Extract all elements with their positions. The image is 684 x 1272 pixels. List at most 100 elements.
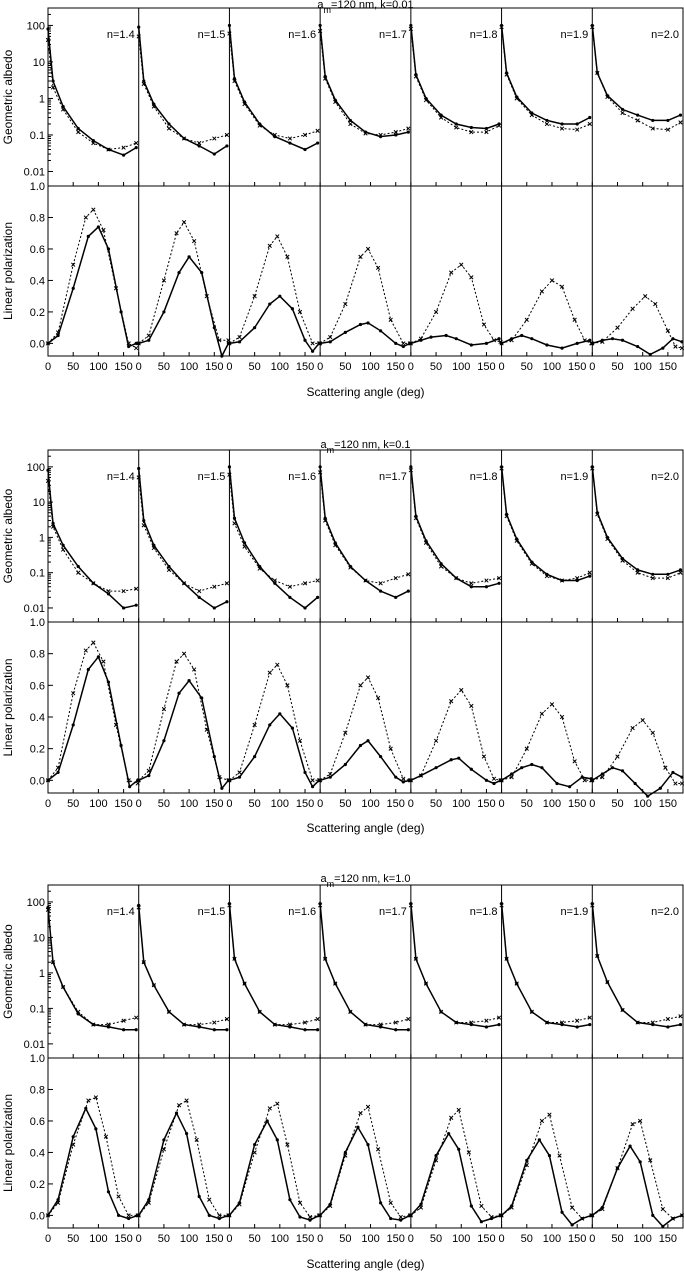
series-albedo-dotted [319, 31, 409, 136]
point-polarization-solid [680, 775, 684, 779]
series-polarization-solid [138, 679, 229, 790]
y-axis-label-polarization: Linear polarization [1, 658, 15, 756]
point-polarization-solid [401, 344, 405, 349]
series-polarization-solid [501, 1138, 592, 1226]
point-polarization-dotted [572, 317, 577, 322]
y-tick-label-bottom: 0.6 [30, 680, 45, 692]
point-polarization-solid [366, 321, 370, 325]
series-albedo-solid [410, 903, 500, 1028]
point-albedo-dotted [224, 132, 230, 138]
point-albedo-dotted [232, 956, 237, 961]
point-polarization-solid [356, 1125, 360, 1129]
x-tick-label: 150 [205, 798, 223, 810]
x-tick-label: 100 [180, 798, 198, 810]
point-albedo-dotted [76, 1009, 81, 1014]
point-albedo-dotted [134, 140, 139, 146]
point-albedo-dotted [363, 131, 368, 136]
x-tick-label: 50 [339, 1233, 351, 1245]
point-albedo-solid [225, 144, 229, 148]
point-albedo-solid [439, 562, 443, 566]
point-albedo-solid [666, 118, 670, 123]
point-albedo-solid [142, 79, 146, 83]
point-polarization-dotted [310, 778, 315, 783]
series-polarization-dotted [410, 264, 501, 344]
point-albedo-dotted [605, 94, 610, 100]
point-albedo-dotted [348, 121, 353, 127]
point-polarization-dotted [582, 778, 587, 783]
point-albedo-dotted [438, 564, 444, 569]
y-tick-label-top: 10 [33, 497, 45, 509]
point-polarization-dotted [113, 286, 119, 291]
panel-n=1.9: n=1.9 0 50 100 150 [499, 23, 594, 373]
point-polarization-solid [162, 310, 166, 314]
point-polarization-solid [379, 329, 383, 333]
panel-n=1.6: n=1.6 0 50 100 150 [226, 23, 322, 373]
point-polarization-solid [303, 770, 307, 775]
x-tick-label: 50 [67, 1233, 79, 1245]
chart-title: am=120 nm, k=1.0 [320, 873, 410, 889]
point-polarization-solid [575, 341, 579, 346]
point-polarization-solid [94, 1127, 98, 1131]
y-tick-label-bottom: 0.0 [30, 338, 45, 350]
point-polarization-solid [328, 775, 332, 779]
point-albedo-solid [394, 133, 398, 137]
x-tick-label: 0 [226, 361, 232, 373]
point-polarization-dotted [328, 1203, 333, 1209]
point-polarization-solid [646, 794, 650, 798]
point-polarization-solid [212, 326, 216, 330]
point-albedo-solid [316, 141, 320, 145]
point-albedo-dotted [227, 472, 232, 477]
point-polarization-dotted [343, 1153, 348, 1158]
point-albedo-dotted [134, 1015, 139, 1020]
point-albedo-dotted [438, 115, 444, 120]
point-polarization-solid [268, 302, 272, 306]
x-tick-label: 0 [589, 798, 595, 810]
point-albedo-solid [323, 516, 327, 520]
point-albedo-dotted [378, 132, 383, 138]
x-tick-label: 0 [317, 798, 323, 810]
series-albedo-dotted [591, 468, 681, 579]
point-polarization-solid [457, 756, 461, 760]
point-polarization-solid [106, 247, 111, 251]
point-albedo-dotted [257, 566, 262, 571]
point-polarization-solid [217, 1216, 221, 1221]
point-polarization-solid [162, 739, 166, 743]
point-polarization-dotted [572, 759, 577, 764]
y-tick-label-bottom: 0.2 [30, 744, 45, 756]
point-polarization-dotted [615, 754, 620, 759]
point-albedo-dotted [272, 1022, 277, 1027]
point-polarization-solid [268, 723, 272, 727]
point-polarization-solid [401, 780, 405, 784]
series-albedo-dotted [410, 28, 500, 133]
point-polarization-solid [447, 1131, 451, 1136]
chart-title: am=120 nm, k=0.01 [317, 0, 413, 15]
point-polarization-solid [288, 1198, 292, 1202]
point-albedo-solid [316, 595, 320, 599]
point-polarization-dotted [509, 338, 514, 343]
point-polarization-dotted [307, 1214, 313, 1220]
point-albedo-solid [137, 466, 141, 471]
point-polarization-dotted [479, 1203, 484, 1209]
point-polarization-solid [303, 338, 307, 342]
point-polarization-solid [187, 255, 191, 259]
point-polarization-dotted [252, 1150, 257, 1155]
point-albedo-dotted [363, 1022, 368, 1027]
point-polarization-solid [366, 739, 370, 743]
x-tick-label: 50 [430, 798, 442, 810]
panel-n=1.8: n=1.8 0 50 100 150 [408, 23, 503, 373]
panel-label: n=1.5 [198, 471, 226, 483]
point-albedo-dotted [106, 588, 111, 594]
point-polarization-solid [540, 766, 544, 770]
point-polarization-solid [56, 333, 60, 338]
point-polarization-dotted [375, 1147, 381, 1152]
x-tick-label: 50 [67, 798, 79, 810]
point-polarization-dotted [136, 778, 141, 783]
panel-n=1.4: n=1.4 0 50 100 150 [45, 27, 139, 373]
x-tick-label: 100 [634, 798, 652, 810]
x-tick-label: 50 [249, 1233, 261, 1245]
point-albedo-dotted [50, 85, 56, 90]
series-albedo-dotted [138, 477, 228, 592]
point-albedo-solid [394, 595, 398, 599]
point-polarization-dotted [665, 328, 671, 333]
x-tick-label: 0 [499, 361, 505, 373]
